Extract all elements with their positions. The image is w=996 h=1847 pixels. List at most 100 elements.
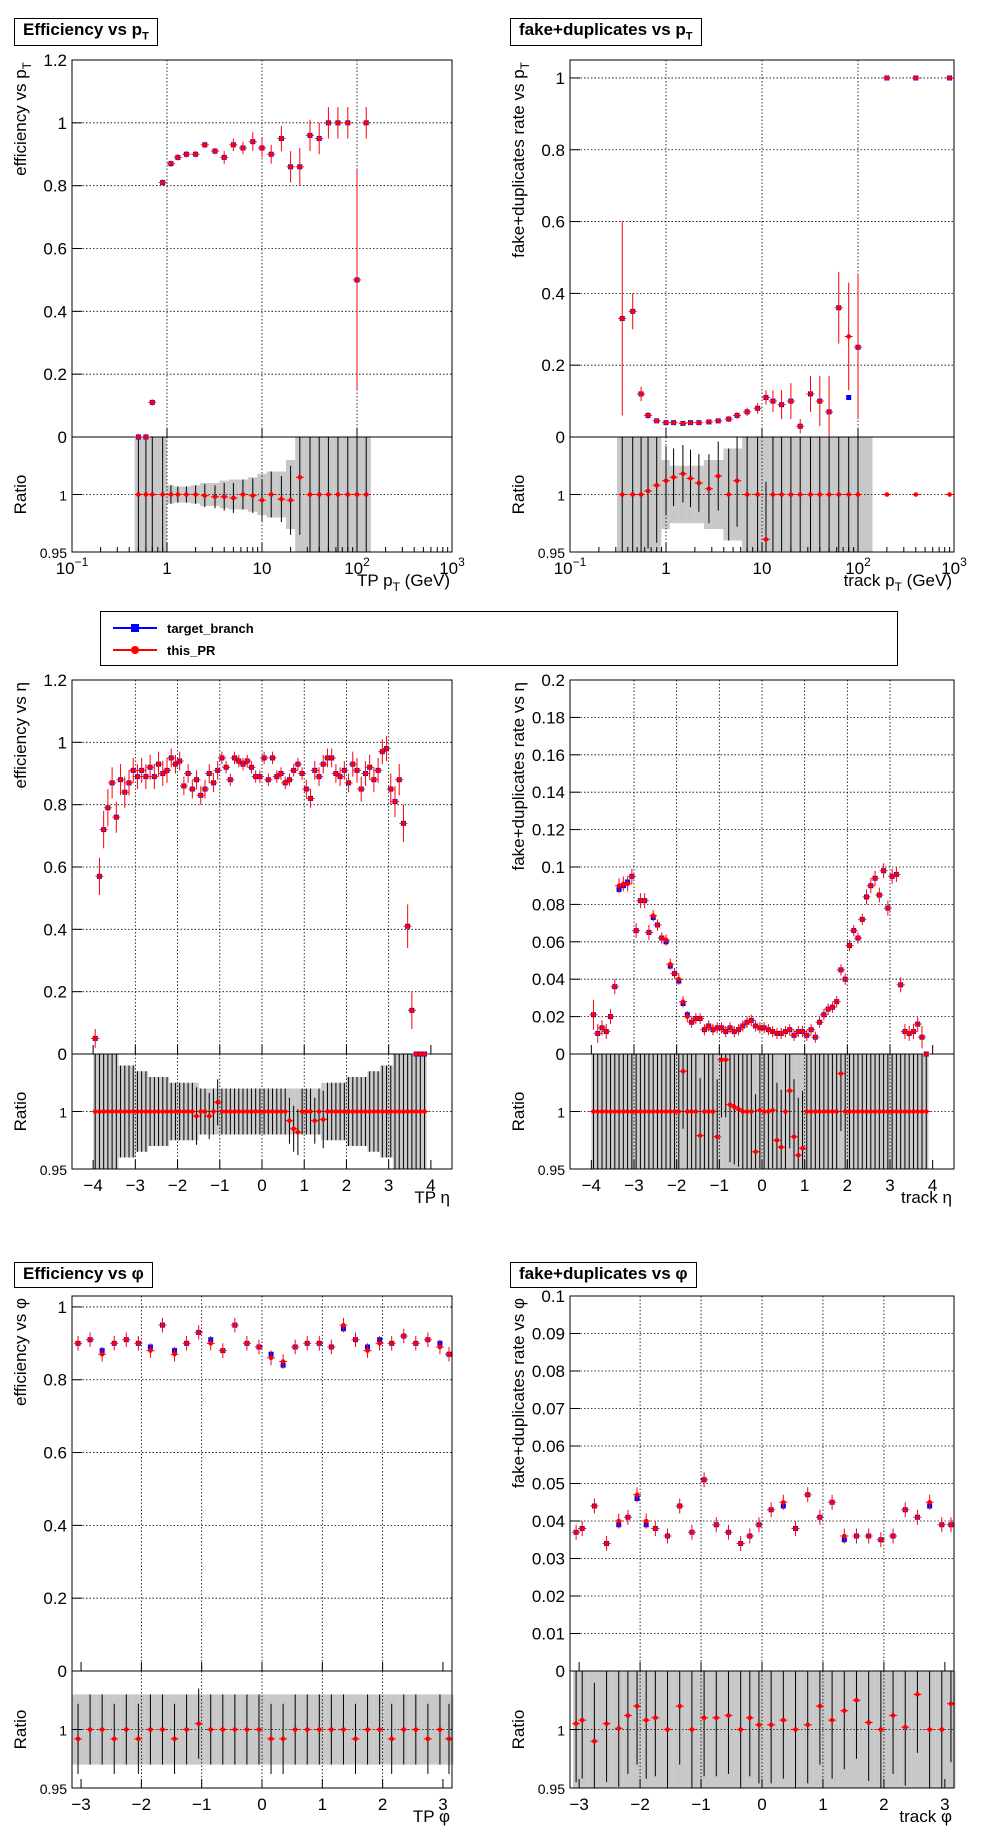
- eff-pt-ytick-label: 0.6: [43, 240, 67, 259]
- fake-eta-ytick-label: 0.12: [532, 821, 565, 840]
- eff-eta-ratio-point: [299, 1109, 305, 1114]
- eff-eta-pr-point: [118, 777, 123, 783]
- eff-eta-pr-point: [418, 1051, 423, 1057]
- eff-pt-ratio-point: [231, 495, 236, 501]
- fake-phi-pr-point: [653, 1526, 658, 1531]
- eff-pt-ratio-point: [212, 494, 218, 500]
- eff-eta-pr-point: [261, 755, 267, 761]
- fake-eta-ylabel: fake+duplicates rate vs η: [509, 682, 528, 871]
- fake-eta-pr-point: [723, 1029, 729, 1034]
- fake-eta-ratio-point: [629, 1109, 635, 1114]
- fake-phi-pr-point: [948, 1522, 954, 1528]
- fake-phi-pr-point: [841, 1533, 847, 1539]
- fake-eta-pr-point: [766, 1027, 771, 1032]
- eff-eta-ratio-point: [181, 1109, 187, 1114]
- fake-pt-pr-point: [826, 409, 832, 415]
- eff-eta-pr-point: [409, 1008, 415, 1013]
- fake-pt-pr-point: [696, 420, 702, 425]
- eff-eta-ratio-point: [384, 1109, 389, 1114]
- fake-pt-ratio-point: [913, 492, 919, 497]
- eff-pt-xtick-label: 102: [344, 555, 370, 578]
- eff-eta-ratio-point: [278, 1109, 284, 1114]
- fake-phi-xtick-label: 2: [879, 1795, 888, 1814]
- eff-pt-pr-point: [168, 161, 174, 166]
- fake-pt-ratio-point: [619, 492, 625, 497]
- eff-eta-xtick-label: −3: [126, 1176, 145, 1195]
- fake-phi-xtick-label: 0: [757, 1795, 766, 1814]
- fake-eta-pr-point: [676, 976, 682, 982]
- eff-eta-ratio-point: [105, 1109, 111, 1114]
- eff-eta-ratio-point: [409, 1109, 415, 1114]
- eff-pt-pr-point: [316, 136, 322, 141]
- fake-pt-pr-point: [715, 418, 721, 424]
- eff-phi-pr-point: [244, 1341, 250, 1346]
- eff-pt-pr-point: [250, 139, 256, 144]
- eff-pt-pr-point: [354, 277, 360, 283]
- eff-pt-ratio-point: [168, 492, 174, 497]
- fake-pt-xtick-label: 10: [753, 559, 772, 578]
- fake-pt-ratio-point: [763, 537, 769, 542]
- eff-eta-pr-point: [266, 777, 271, 783]
- fake-phi-ratio-point: [579, 1717, 585, 1723]
- eff-eta-pr-point: [342, 768, 347, 773]
- eff-phi-pr-point: [268, 1355, 274, 1361]
- legend-label-pr: this_PR: [167, 642, 216, 658]
- fake-eta-pr-point: [595, 1031, 601, 1036]
- fake-eta-ratio-point: [727, 1102, 733, 1107]
- eff-eta-ratio-point: [282, 1109, 288, 1114]
- fake-eta-ratio-point: [842, 1109, 848, 1114]
- eff-eta-ratio-point: [164, 1109, 170, 1114]
- fake-pt-pr-point: [680, 421, 686, 426]
- eff-eta-pr-point: [130, 768, 136, 773]
- eff-eta-pr-point: [346, 780, 351, 786]
- fake-pt-pr-point: [836, 305, 842, 311]
- eff-phi-ratio-point: [413, 1727, 419, 1732]
- fake-eta-ratio-point: [813, 1109, 818, 1114]
- fake-phi-pr-point: [665, 1533, 670, 1539]
- fake-eta-ratio-point: [830, 1109, 835, 1114]
- fake-pt-pr-point: [763, 395, 769, 400]
- eff-phi-pr-point: [280, 1359, 286, 1364]
- eff-eta-pr-point: [156, 761, 161, 767]
- eff-eta-ratio-point: [143, 1109, 149, 1114]
- eff-eta-ratio-point: [346, 1109, 351, 1114]
- eff-eta-pr-point: [97, 874, 102, 879]
- fake-eta-ratio-point: [621, 1109, 626, 1114]
- eff-eta-xlabel: TP η: [414, 1188, 450, 1207]
- eff-pt-pr-point: [193, 151, 198, 157]
- fake-pt-pr-point: [913, 75, 919, 81]
- fake-eta-ratio-point: [685, 1109, 690, 1114]
- fake-pt-pr-point: [734, 413, 740, 418]
- fake-eta-pr-point: [825, 1006, 831, 1012]
- fake-eta-pr-point: [855, 935, 861, 941]
- fake-phi-ytick-label: 0.06: [532, 1437, 565, 1456]
- eff-phi-xtick-label: 0: [257, 1795, 266, 1814]
- fake-eta-pr-point: [817, 1019, 822, 1025]
- fake-phi-ratio-point: [713, 1715, 719, 1721]
- fake-phi-pr-point: [747, 1533, 753, 1539]
- eff-eta-ratio-point: [160, 1109, 166, 1114]
- fake-phi-pr-point: [902, 1507, 908, 1513]
- fake-phi-pr-point: [915, 1514, 920, 1520]
- eff-eta-pr-point: [164, 768, 170, 773]
- fake-phi-ratio-point: [781, 1717, 786, 1723]
- fake-phi-ytick-label: 0.03: [532, 1550, 565, 1569]
- fake-eta-xtick-label: 1: [800, 1176, 809, 1195]
- fake-pt-pr-point: [855, 344, 861, 350]
- eff-eta-ratio-point: [257, 1109, 263, 1114]
- eff-eta-pr-point: [185, 771, 191, 776]
- fake-phi-ratio-point: [726, 1713, 731, 1718]
- eff-pt-ratio-point: [335, 492, 341, 497]
- fake-eta-pr-point: [697, 1016, 703, 1021]
- fake-eta-ratio-point: [898, 1109, 903, 1114]
- fake-eta-xtick-label: 4: [928, 1176, 937, 1195]
- fake-pt-pr-point: [770, 398, 776, 404]
- eff-eta-ratio-point: [337, 1109, 343, 1114]
- fake-phi-ratio-point: [677, 1703, 683, 1709]
- fake-pt-ratio-point: [680, 471, 686, 477]
- eff-phi-ratio-point: [196, 1721, 201, 1726]
- fake-eta-ratio-point: [612, 1109, 618, 1114]
- fake-phi-ratio-point: [890, 1713, 896, 1718]
- fake-eta-ratio-point: [877, 1109, 882, 1114]
- fake-eta-pr-point: [889, 874, 895, 879]
